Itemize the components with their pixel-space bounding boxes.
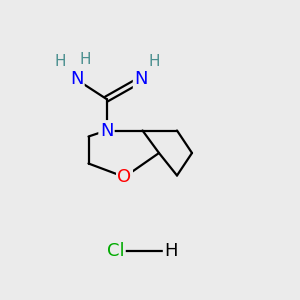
Text: N: N — [134, 70, 148, 88]
Text: H: H — [80, 52, 91, 67]
Text: N: N — [100, 122, 113, 140]
Text: N: N — [70, 70, 83, 88]
Text: H: H — [164, 242, 178, 260]
Text: H: H — [54, 54, 66, 69]
Text: H: H — [149, 54, 160, 69]
Text: O: O — [117, 168, 132, 186]
Text: Cl: Cl — [107, 242, 124, 260]
